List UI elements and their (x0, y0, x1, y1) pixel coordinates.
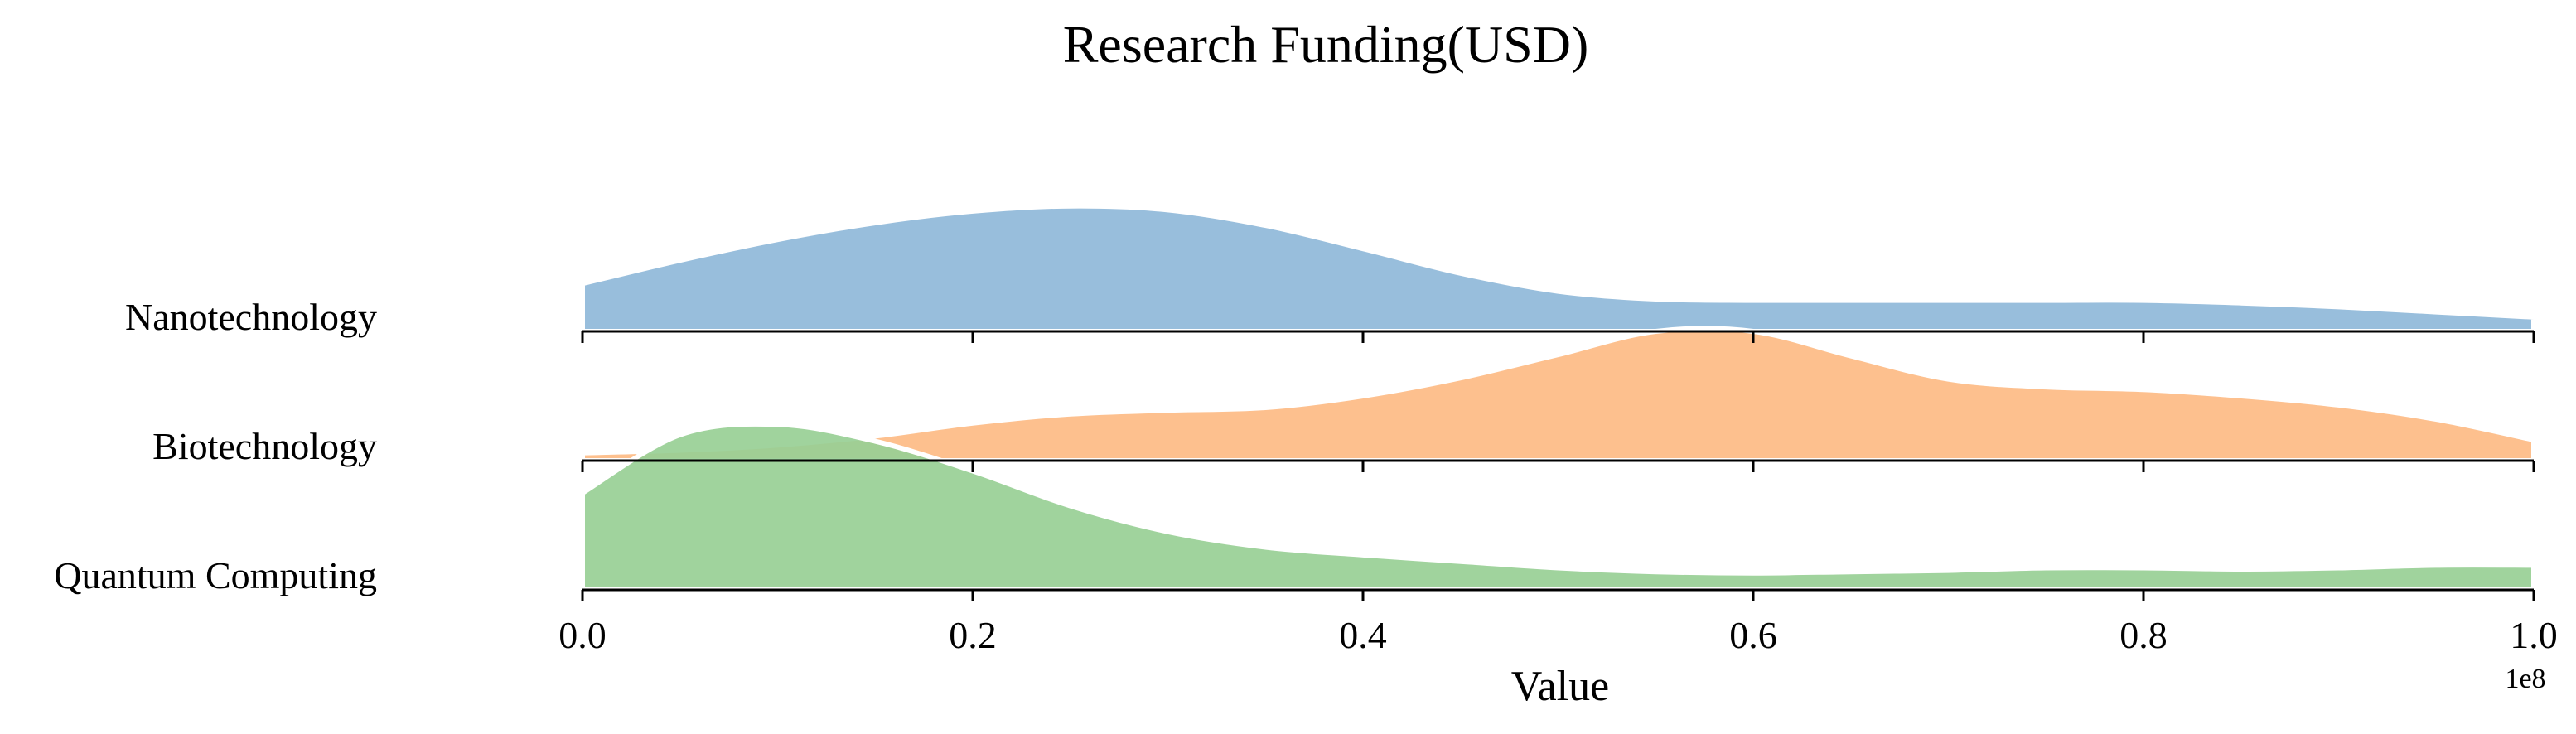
x-tick-label: 0.8 (2119, 614, 2168, 656)
ridge-nanotechnology (580, 203, 2536, 334)
category-label-quantum-computing: Quantum Computing (54, 554, 377, 596)
x-tick-label: 0.0 (558, 614, 607, 656)
category-label-nanotechnology: Nanotechnology (125, 296, 377, 338)
chart-title: Research Funding(USD) (1063, 15, 1589, 74)
baselines (581, 330, 2535, 601)
x-axis-offset-label: 1e8 (2505, 664, 2545, 694)
x-axis-ticks: 0.0 0.2 0.4 0.6 0.8 1.0 (558, 614, 2558, 656)
x-tick-label: 1.0 (2510, 614, 2558, 656)
x-tick-label: 0.2 (949, 614, 997, 656)
x-axis-label: Value (1511, 663, 1609, 710)
x-tick-label: 0.4 (1339, 614, 1387, 656)
category-labels: Nanotechnology Biotechnology Quantum Compu… (54, 296, 377, 596)
category-label-biotechnology: Biotechnology (152, 425, 377, 467)
ridge-biotechnology (580, 326, 2536, 463)
x-tick-label: 0.6 (1729, 614, 1777, 656)
ridge-quantum-computing (580, 421, 2536, 592)
ridges (580, 203, 2536, 592)
